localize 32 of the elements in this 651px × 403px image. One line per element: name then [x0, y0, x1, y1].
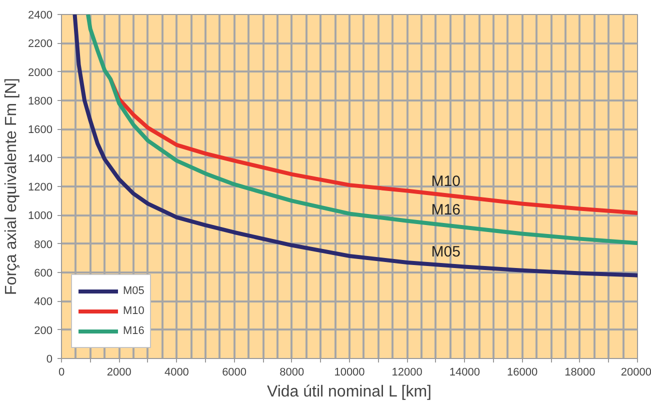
y-tick-label: 600	[34, 268, 53, 280]
x-tick-label: 10000	[334, 366, 365, 378]
y-tick-label: 1600	[28, 124, 53, 136]
y-tick-label: 200	[34, 324, 53, 337]
y-tick-label: 1400	[28, 152, 53, 165]
x-tick-label: 18000	[564, 366, 596, 378]
annotation: M05	[431, 243, 460, 260]
y-tick-label: 0	[46, 354, 53, 366]
x-tick-label: 6000	[222, 366, 247, 378]
y-tick-label: 2400	[28, 10, 53, 22]
x-tick-label: 14000	[449, 366, 480, 378]
y-tick-label: 1200	[28, 182, 53, 194]
x-axis-title: Vida útil nominal L [km]	[266, 384, 432, 400]
x-tick-label: 0	[58, 366, 65, 378]
x-tick-label: 12000	[392, 366, 422, 378]
y-tick-label: 1000	[28, 210, 53, 222]
x-tick-label: 8000	[280, 366, 304, 378]
legend-label: M10	[123, 304, 144, 318]
y-tick-label: 800	[34, 238, 53, 251]
legend-label: M05	[123, 284, 144, 298]
annotation: M16	[431, 202, 460, 219]
x-tick-label: 4000	[164, 366, 189, 378]
annotation: M10	[431, 173, 460, 190]
x-tick-label: 16000	[507, 366, 538, 378]
x-tick-label: 20000	[620, 366, 651, 378]
y-axis-title: Força axial equivalente Fm [N]	[3, 78, 20, 295]
x-tick-label: 2000	[106, 366, 132, 378]
y-tick-label: 2200	[28, 38, 53, 50]
y-tick-label: 1800	[28, 96, 53, 108]
legend-label: M16	[123, 324, 144, 338]
y-tick-label: 400	[34, 296, 53, 308]
y-tick-label: 2000	[28, 66, 53, 79]
